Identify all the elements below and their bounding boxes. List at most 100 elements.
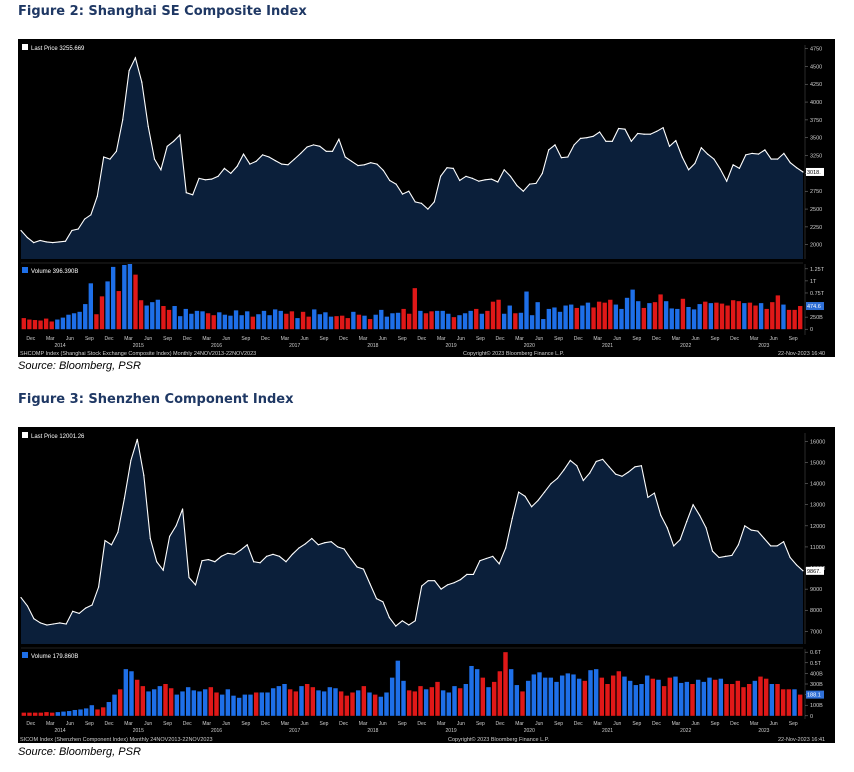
price-point xyxy=(472,573,474,575)
x-month-label: Dec xyxy=(417,721,426,727)
volume-bar xyxy=(656,679,661,716)
figure-2-source: Source: Bloomberg, PSR xyxy=(18,360,141,372)
volume-bar xyxy=(735,680,741,716)
price-point xyxy=(453,582,455,584)
price-point xyxy=(278,555,281,557)
price-point xyxy=(537,499,539,502)
price-point xyxy=(230,172,232,174)
volume-bar xyxy=(127,264,133,330)
price-point xyxy=(666,527,668,529)
volume-bar xyxy=(191,690,197,716)
price-point xyxy=(789,556,791,559)
volume-bar xyxy=(531,674,537,716)
price-point xyxy=(608,466,610,468)
x-month-label: Dec xyxy=(652,336,661,342)
price-point xyxy=(459,579,462,581)
x-month-label: Jun xyxy=(691,336,699,342)
price-point xyxy=(169,535,171,537)
shanghai-chart-svg: 4750450042504000375035003250300027502500… xyxy=(20,44,825,357)
volume-y-tick-label: 0.5T xyxy=(810,661,822,667)
volume-bar xyxy=(106,702,112,716)
price-y-tick-label: 2250 xyxy=(810,225,822,231)
price-point xyxy=(783,152,785,154)
volume-bar xyxy=(480,677,486,716)
price-point xyxy=(156,561,158,563)
price-point xyxy=(300,152,302,154)
volume-bar xyxy=(462,313,468,330)
price-point xyxy=(414,201,416,203)
price-point xyxy=(789,162,791,164)
x-year-label: 2014 xyxy=(55,343,66,349)
volume-bar xyxy=(261,310,267,330)
volume-bar xyxy=(468,310,473,330)
x-month-label: Jun xyxy=(457,721,465,727)
price-point xyxy=(548,149,550,151)
volume-bar xyxy=(725,305,730,330)
x-month-label: Mar xyxy=(672,721,681,727)
price-point xyxy=(285,561,287,563)
x-month-label: Mar xyxy=(46,721,55,727)
volume-bar xyxy=(214,692,219,716)
volume-y-tick-label: 100B xyxy=(810,703,823,709)
volume-bar xyxy=(312,309,317,330)
shanghai-x-axis: Dec Mar Jun Sep Dec Mar Jun Sep Dec Mar Jun Sep Dec M… xyxy=(26,336,798,349)
volume-bar xyxy=(563,305,568,330)
volume-bar xyxy=(401,308,406,330)
volume-bar xyxy=(486,687,491,716)
price-point xyxy=(686,521,688,523)
price-point xyxy=(153,158,156,160)
price-point xyxy=(518,491,520,493)
volume-bar xyxy=(463,684,469,716)
volume-bar xyxy=(798,306,803,330)
price-point xyxy=(770,158,772,160)
volume-bar xyxy=(435,681,440,716)
price-point xyxy=(656,130,658,132)
volume-bar xyxy=(412,691,418,716)
x-year-label: 2018 xyxy=(367,343,378,349)
volume-bar xyxy=(557,311,563,330)
volume-bar xyxy=(270,688,276,716)
x-month-label: Mar xyxy=(593,721,602,727)
price-point xyxy=(731,554,733,556)
price-point xyxy=(543,491,546,493)
price-y-tick-label: 3250 xyxy=(810,154,822,160)
price-point xyxy=(306,146,308,148)
x-year-label: 2019 xyxy=(446,343,457,349)
price-point xyxy=(207,559,209,561)
volume-bar xyxy=(690,684,695,716)
volume-bar xyxy=(596,301,602,330)
volume-bar xyxy=(222,314,228,330)
volume-bar xyxy=(708,303,714,330)
volume-bar xyxy=(194,310,200,330)
volume-bar xyxy=(707,677,712,716)
volume-bar xyxy=(239,315,244,330)
price-y-tick-label: 13000 xyxy=(810,503,825,509)
price-area xyxy=(21,57,803,259)
volume-bar xyxy=(633,685,639,716)
price-point xyxy=(77,228,79,230)
x-month-label: Dec xyxy=(730,721,739,727)
price-point xyxy=(694,162,696,164)
volume-bar xyxy=(361,686,367,716)
price-point xyxy=(446,167,448,169)
volume-bar xyxy=(267,315,272,330)
volume-bar xyxy=(250,316,255,330)
volume-bar xyxy=(525,680,531,716)
price-point xyxy=(128,70,130,72)
price-point xyxy=(59,622,61,624)
volume-bar xyxy=(395,312,401,330)
volume-bar xyxy=(491,681,497,716)
price-point xyxy=(744,525,746,527)
x-year-label: 2019 xyxy=(446,728,457,734)
x-month-label: Sep xyxy=(554,721,563,727)
price-point xyxy=(104,540,106,542)
x-month-label: Dec xyxy=(496,336,505,342)
shanghai-chart-panel: 4750450042504000375035003250300027502500… xyxy=(18,39,835,357)
volume-y-tick-label: 250B xyxy=(810,315,823,321)
volume-bar xyxy=(174,694,180,716)
x-month-label: Mar xyxy=(359,336,368,342)
x-month-label: Mar xyxy=(515,721,524,727)
x-month-label: Mar xyxy=(202,721,211,727)
price-point xyxy=(478,180,480,182)
volume-bar xyxy=(146,691,151,716)
